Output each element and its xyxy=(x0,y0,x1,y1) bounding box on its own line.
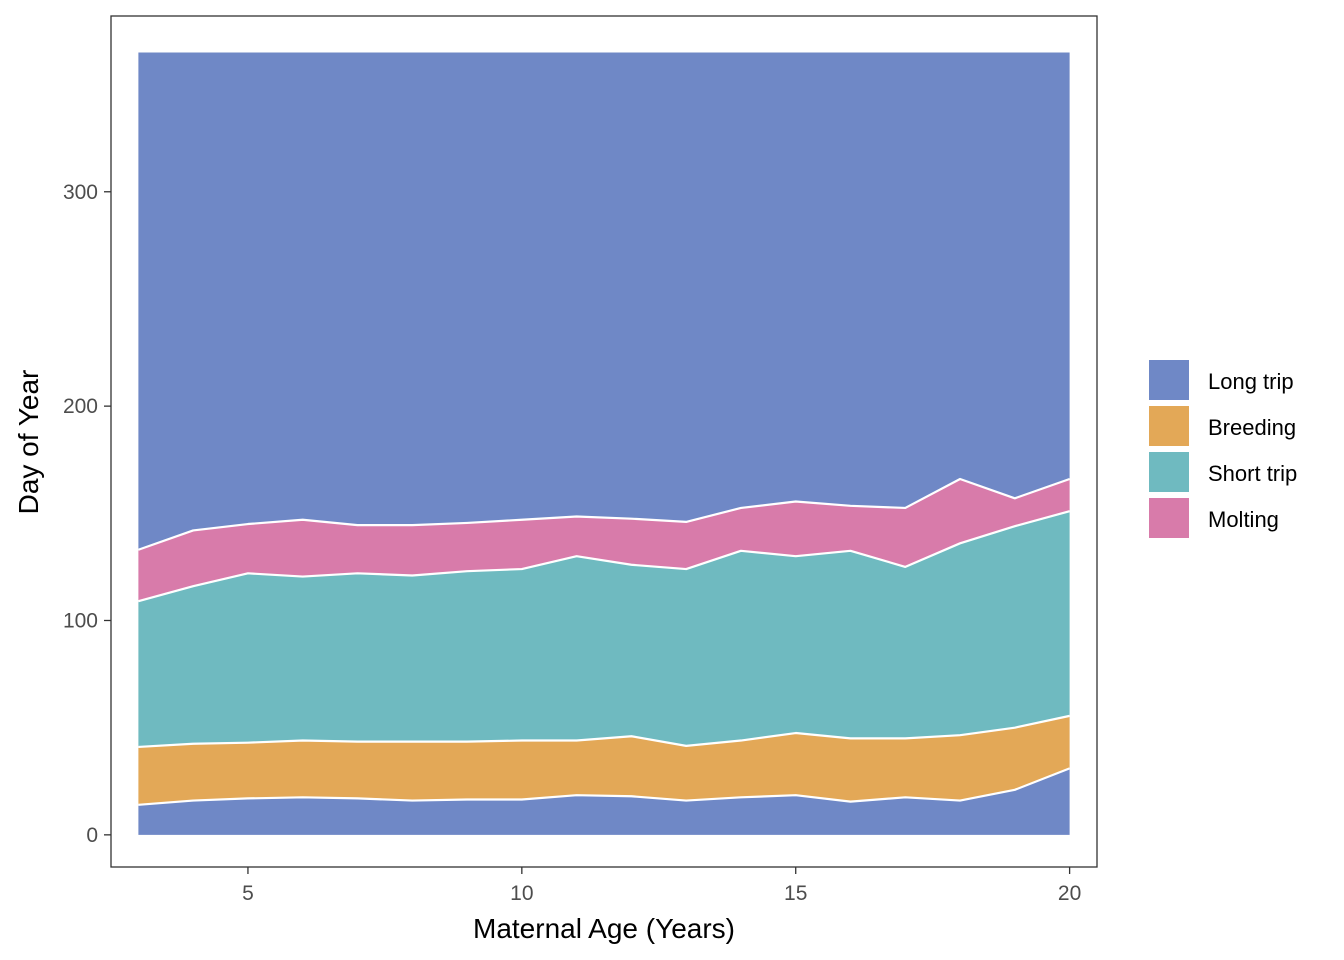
x-tick-label: 20 xyxy=(1058,882,1081,905)
y-axis: 0 100 200 300 xyxy=(63,181,111,847)
area-layers xyxy=(138,52,1070,835)
area-long-trip-early xyxy=(138,768,1070,835)
x-axis: 5 10 15 20 xyxy=(242,867,1081,905)
plot-panel-border xyxy=(110,15,1098,868)
area-long-trip-late xyxy=(138,52,1070,550)
legend-key-short-trip xyxy=(1149,452,1189,492)
legend-label-short-trip: Short trip xyxy=(1208,461,1297,486)
legend-key-molting xyxy=(1149,498,1189,538)
y-tick-label: 300 xyxy=(63,181,98,204)
x-axis-title: Maternal Age (Years) xyxy=(473,913,735,944)
y-tick-label: 100 xyxy=(63,609,98,632)
boundary-lines xyxy=(138,477,1071,806)
x-tick-label: 10 xyxy=(510,882,533,905)
y-tick-label: 0 xyxy=(86,824,98,847)
boundary-line-2 xyxy=(138,714,1070,749)
boundary-line-4 xyxy=(138,477,1070,551)
legend: Long trip Breeding Short trip Molting xyxy=(1149,360,1297,538)
legend-key-breeding xyxy=(1149,406,1189,446)
y-tick-label: 200 xyxy=(63,395,98,418)
area-short-trip xyxy=(138,511,1070,747)
x-tick-label: 5 xyxy=(242,882,254,905)
legend-label-breeding: Breeding xyxy=(1208,415,1296,440)
legend-label-long-trip: Long trip xyxy=(1208,369,1294,394)
legend-label-molting: Molting xyxy=(1208,507,1279,532)
legend-key-long-trip xyxy=(1149,360,1189,400)
x-tick-label: 15 xyxy=(784,882,807,905)
area-molting xyxy=(138,479,1070,602)
boundary-line-1 xyxy=(138,767,1071,806)
boundary-line-3 xyxy=(138,510,1070,603)
y-axis-title: Day of Year xyxy=(13,370,44,515)
